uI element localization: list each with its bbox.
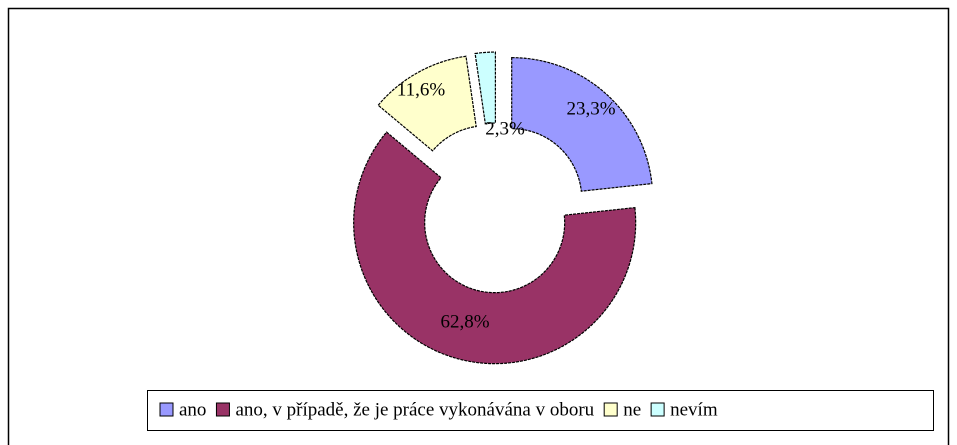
legend-swatch bbox=[650, 402, 665, 417]
legend-label: ano, v případě, že je práce vykonávána v… bbox=[235, 399, 594, 420]
legend-swatch bbox=[159, 402, 174, 417]
chart-frame bbox=[7, 7, 950, 445]
data-label: 62,8% bbox=[440, 311, 489, 332]
legend-swatch bbox=[215, 402, 230, 417]
donut-segment bbox=[353, 131, 637, 365]
donut-segment bbox=[377, 55, 477, 152]
data-label: 11,6% bbox=[397, 79, 446, 100]
data-label: 2,3% bbox=[485, 118, 525, 139]
donut-segment bbox=[511, 57, 653, 192]
legend-label: ne bbox=[623, 399, 641, 420]
legend-box bbox=[147, 390, 934, 431]
donut-segment bbox=[474, 51, 497, 125]
data-label: 23,3% bbox=[566, 98, 615, 119]
legend-label: nevím bbox=[670, 399, 718, 420]
legend-label: ano bbox=[179, 399, 206, 420]
legend-swatch bbox=[603, 402, 618, 417]
